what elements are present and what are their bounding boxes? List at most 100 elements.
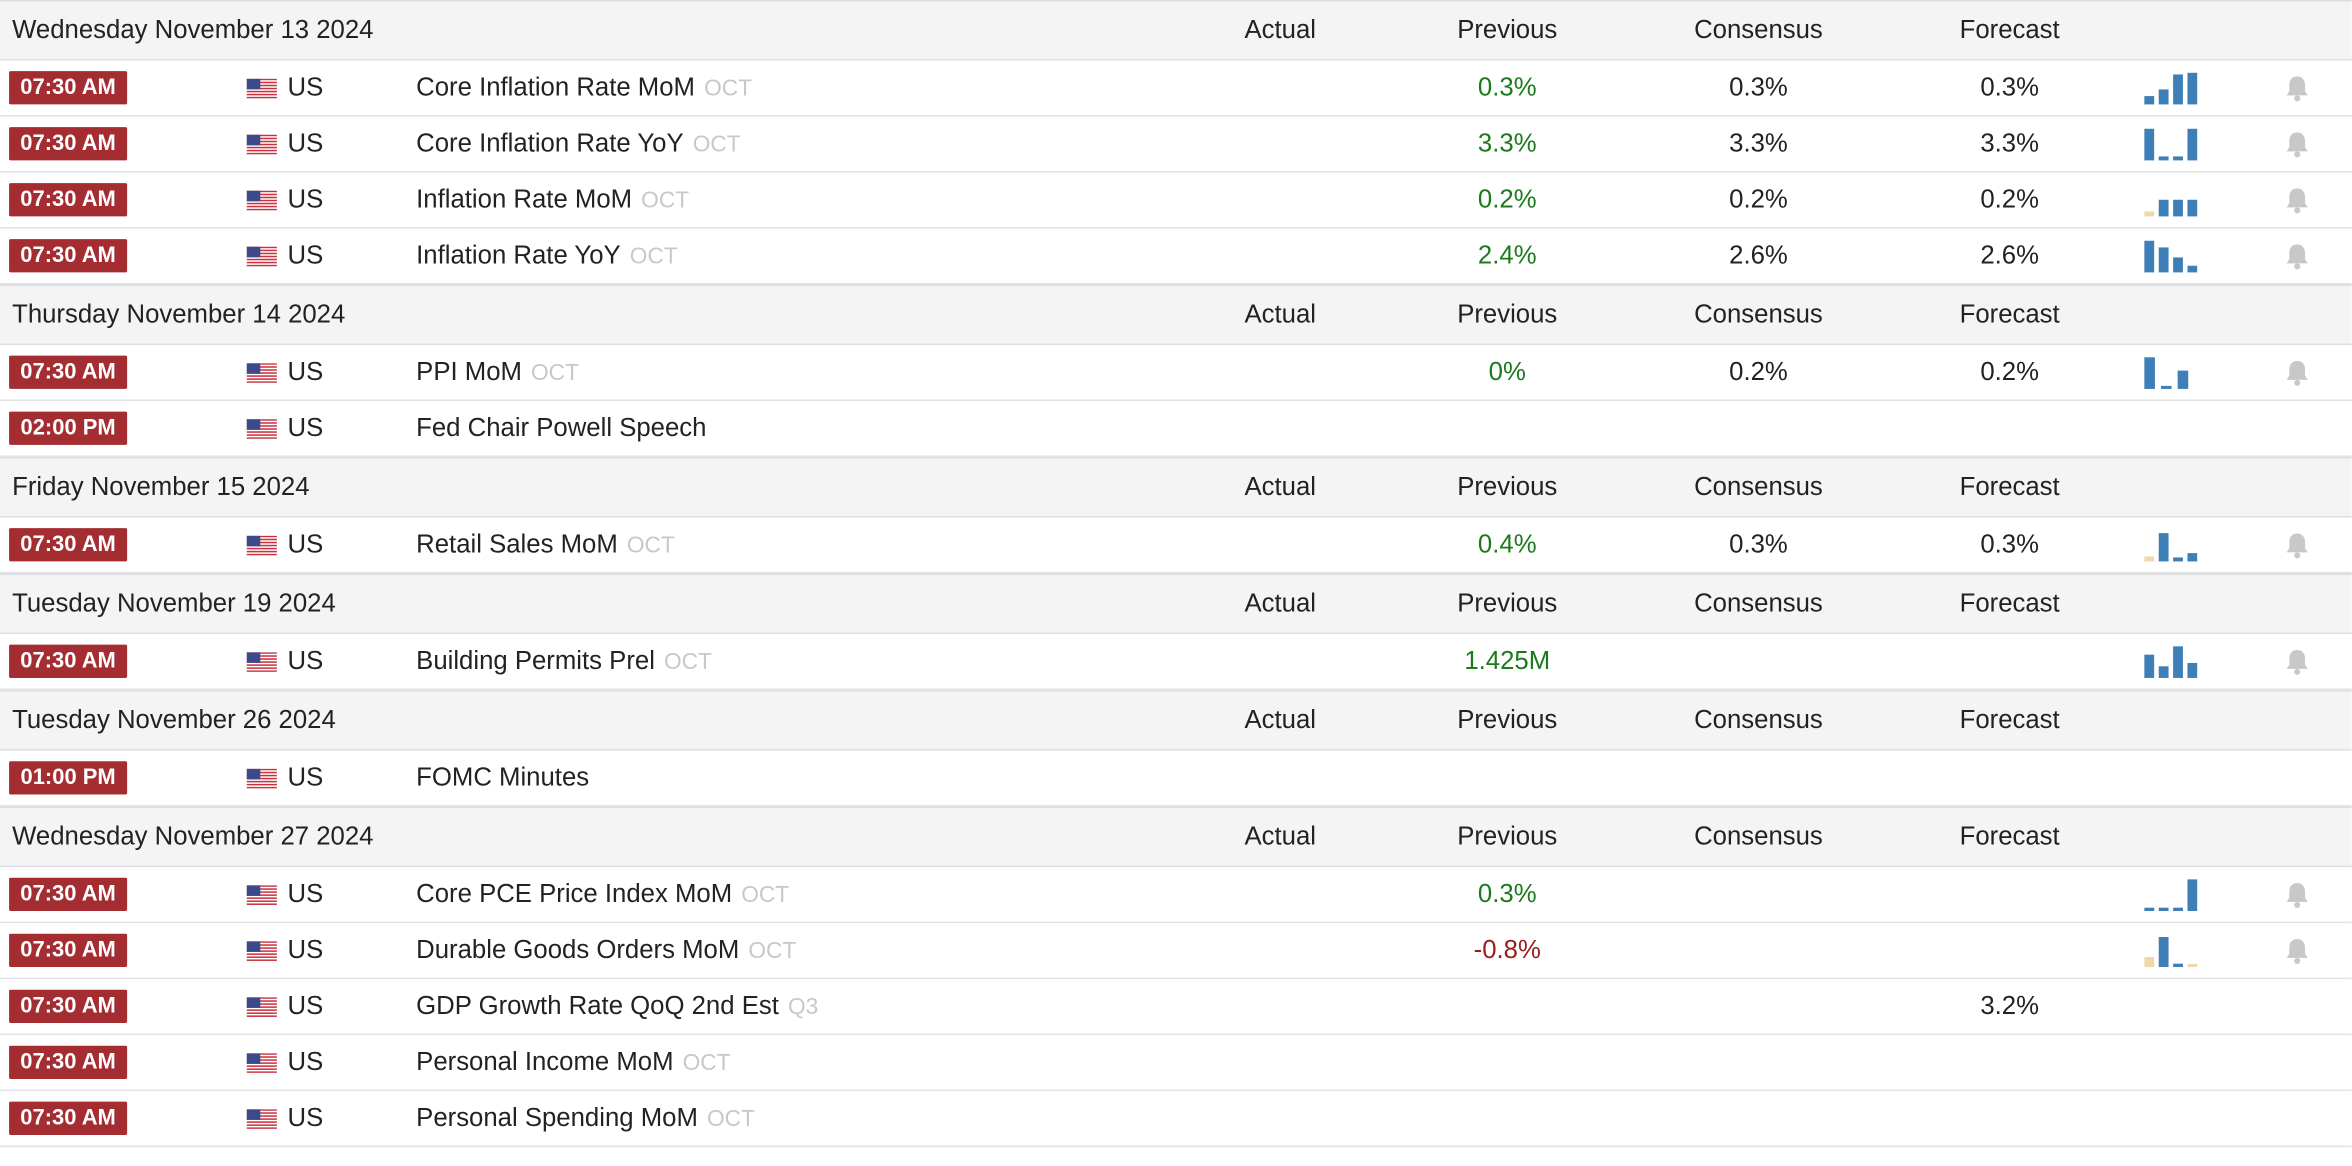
event-reference-period: OCT [531,359,579,386]
bell-icon[interactable] [2284,648,2311,677]
sparkline-bar [2158,199,2169,217]
sparkline-chart-icon [2144,72,2198,105]
event-forecast: 0.3% [1980,529,2039,559]
event-time: 07:30 AM [9,989,128,1023]
event-name-link[interactable]: Inflation Rate MoM OCT [416,173,689,227]
column-header-forecast: Forecast [1959,15,2060,44]
event-country: US [287,1047,324,1076]
event-actual [1174,979,1386,1033]
event-forecast: 3.3% [1980,128,2039,158]
sparkline-chart-icon [2144,199,2198,217]
event-row[interactable]: 07:30 AM US Durable Goods Orders MoM OCT… [0,923,2352,980]
event-actual [1174,345,1386,399]
event-forecast: 0.2% [1980,184,2039,214]
sparkline-bar [2173,199,2183,217]
event-time: 07:30 AM [9,528,128,562]
day-date: Friday November 15 2024 [12,472,310,501]
event-row[interactable]: 01:00 PM US FOMC Minutes [0,750,2352,807]
bell-icon[interactable] [2284,531,2311,560]
sparkline-bar [2144,240,2155,273]
event-name-link[interactable]: Core Inflation Rate MoM OCT [416,61,752,115]
event-row[interactable]: 02:00 PM US Fed Chair Powell Speech [0,401,2352,458]
event-row[interactable]: 07:30 AM US GDP Growth Rate QoQ 2nd Est … [0,979,2352,1036]
event-row[interactable]: 07:30 AM US Core Inflation Rate MoM OCT … [0,60,2352,117]
event-name-link[interactable]: Building Permits Prel OCT [416,634,712,688]
us-flag-icon [246,1109,277,1129]
column-header-consensus: Consensus [1694,588,1823,618]
event-forecast [1904,751,2116,805]
bell-icon[interactable] [2284,881,2311,910]
event-time: 07:30 AM [9,127,128,161]
sparkline-bar [2173,74,2183,105]
event-row[interactable]: 07:30 AM US Personal Income MoM OCT [0,1035,2352,1092]
sparkline-bar [2144,96,2155,105]
column-header-previous: Previous [1457,588,1558,618]
sparkline-bar [2158,666,2169,678]
event-name-link[interactable]: FOMC Minutes [416,751,598,805]
event-forecast [1904,923,2116,977]
day-header: Wednesday November 27 2024 Actual Previo… [0,806,2352,868]
event-country: US [287,991,324,1020]
event-name: Inflation Rate YoY [416,240,621,270]
bell-icon[interactable] [2284,74,2311,103]
event-row[interactable]: 07:30 AM US Core PCE Price Index MoM OCT… [0,867,2352,924]
event-name-link[interactable]: GDP Growth Rate QoQ 2nd Est Q3 [416,979,818,1033]
event-consensus: 0.2% [1729,184,1788,214]
bell-icon[interactable] [2284,937,2311,966]
event-name-link[interactable]: PPI MoM OCT [416,345,579,399]
event-name: Fed Chair Powell Speech [416,413,707,442]
event-previous [1401,1091,1613,1145]
day-header: Tuesday November 26 2024 Actual Previous… [0,690,2352,751]
column-header-previous: Previous [1457,472,1558,501]
event-name-link[interactable]: Inflation Rate YoY OCT [416,229,678,283]
event-consensus: 0.3% [1729,529,1788,559]
event-previous [1401,751,1613,805]
sparkline-chart-icon [2144,240,2198,273]
column-header-actual: Actual [1244,299,1317,329]
event-row[interactable]: 07:30 AM US Core Inflation Rate YoY OCT … [0,116,2352,173]
bell-icon[interactable] [2284,242,2311,271]
event-name-link[interactable]: Personal Spending MoM OCT [416,1091,755,1145]
event-name: Personal Spending MoM [416,1103,698,1132]
event-previous: 0.3% [1477,879,1537,908]
event-reference-period: OCT [641,186,690,213]
event-name-link[interactable]: Durable Goods Orders MoM OCT [416,923,796,977]
event-name-link[interactable]: Fed Chair Powell Speech [416,401,715,455]
column-header-actual: Actual [1244,472,1317,501]
event-consensus [1653,867,1865,921]
event-row[interactable]: 07:30 AM US Inflation Rate YoY OCT 2.4% … [0,228,2352,285]
column-header-previous: Previous [1457,15,1558,44]
sparkline-bar [2187,662,2198,678]
event-row[interactable]: 07:30 AM US Personal Spending MoM OCT [0,1091,2352,1148]
event-name-link[interactable]: Core Inflation Rate YoY OCT [416,117,740,171]
sparkline-chart-icon [2144,646,2198,678]
sparkline-bar [2144,654,2155,678]
event-consensus: 0.3% [1729,72,1788,102]
event-name: PPI MoM [416,357,522,386]
event-row[interactable]: 07:30 AM US PPI MoM OCT 0% 0.2% 0.2% [0,345,2352,402]
event-row[interactable]: 07:30 AM US Building Permits Prel OCT 1.… [0,634,2352,691]
event-forecast [1904,401,2116,455]
us-flag-icon [246,941,277,961]
day-date: Wednesday November 13 2024 [12,15,374,44]
bell-icon[interactable] [2284,359,2311,388]
bell-icon[interactable] [2284,130,2311,159]
event-previous: 0.3% [1477,72,1537,102]
bell-icon[interactable] [2284,186,2311,215]
event-country: US [287,879,324,908]
sparkline-bar [2158,533,2169,562]
sparkline-bar [2144,128,2155,161]
column-header-previous: Previous [1457,299,1558,329]
event-actual [1174,401,1386,455]
us-flag-icon [246,535,277,556]
event-name-link[interactable]: Core PCE Price Index MoM OCT [416,867,789,921]
event-row[interactable]: 07:30 AM US Retail Sales MoM OCT 0.4% 0.… [0,517,2352,574]
event-name-link[interactable]: Personal Income MoM OCT [416,1035,730,1089]
event-reference-period: OCT [706,1105,755,1132]
event-name-link[interactable]: Retail Sales MoM OCT [416,518,675,572]
sparkline-bar [2173,156,2183,161]
event-row[interactable]: 07:30 AM US Inflation Rate MoM OCT 0.2% … [0,172,2352,229]
sparkline-bar [2160,385,2172,389]
event-previous [1401,979,1613,1033]
sparkline-bar [2187,128,2198,161]
